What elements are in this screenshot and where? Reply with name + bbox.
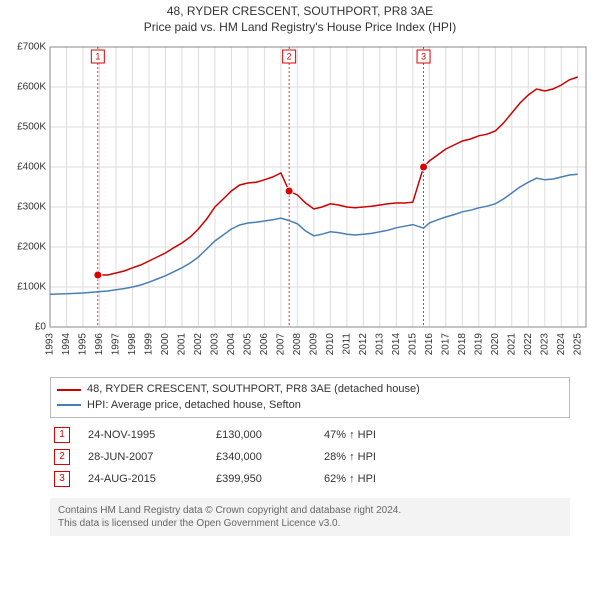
sale-marker-number: 3 [421, 52, 426, 62]
y-tick-label: £100K [17, 282, 46, 293]
y-tick-label: £700K [17, 42, 46, 53]
x-tick-label: 2003 [210, 333, 221, 356]
x-tick-label: 2002 [193, 333, 204, 356]
x-tick-label: 2013 [374, 333, 385, 356]
x-tick-label: 1997 [111, 333, 122, 356]
plot-area: £0 £100K £200K £300K £400K £500K £600K £700K 199… [8, 41, 592, 371]
y-tick-label: £0 [35, 322, 47, 333]
sales-table: 1 24-NOV-1995 £130,000 47% ↑ HPI 2 28-JUN-200… [50, 424, 570, 490]
x-tick-label: 2018 [457, 333, 468, 356]
x-tick-label: 2004 [226, 333, 237, 356]
x-tick-label: 2006 [259, 333, 270, 356]
legend-label: HPI: Average price, detached house, Seft… [87, 398, 301, 413]
footer-line1: Contains HM Land Registry data © Crown c… [58, 504, 562, 517]
x-tick-label: 2022 [523, 333, 534, 356]
legend-swatch [57, 404, 81, 406]
x-tick-label: 1993 [45, 333, 56, 356]
sale-price: £399,950 [216, 473, 306, 485]
x-tick-label: 1999 [144, 333, 155, 356]
sale-row: 1 24-NOV-1995 £130,000 47% ↑ HPI [50, 424, 570, 446]
sale-marker-dot [420, 163, 428, 171]
sale-row: 2 28-JUN-2007 £340,000 28% ↑ HPI [50, 446, 570, 468]
y-tick-label: £600K [17, 82, 46, 93]
sale-delta: 47% ↑ HPI [324, 429, 414, 441]
x-tick-label: 2010 [325, 333, 336, 356]
sale-marker-dot [94, 271, 102, 279]
footer-attribution: Contains HM Land Registry data © Crown c… [50, 498, 570, 536]
sale-date: 24-NOV-1995 [88, 429, 198, 441]
legend-label: 48, RYDER CRESCENT, SOUTHPORT, PR8 3AE (… [87, 382, 420, 397]
x-tick-label: 2005 [243, 333, 254, 356]
chart-title-subtitle: Price paid vs. HM Land Registry's House … [8, 20, 592, 36]
chart-container: 48, RYDER CRESCENT, SOUTHPORT, PR8 3AE P… [0, 0, 600, 536]
x-tick-label: 2009 [309, 333, 320, 356]
y-tick-label: £400K [17, 162, 46, 173]
x-tick-label: 1996 [94, 333, 105, 356]
legend-row: 48, RYDER CRESCENT, SOUTHPORT, PR8 3AE (… [57, 382, 563, 397]
x-tick-label: 2016 [424, 333, 435, 356]
sale-price: £340,000 [216, 451, 306, 463]
x-tick-label: 2007 [276, 333, 287, 356]
chart-title-address: 48, RYDER CRESCENT, SOUTHPORT, PR8 3AE [8, 4, 592, 20]
x-tick-label: 2000 [160, 333, 171, 356]
x-tick-label: 1998 [127, 333, 138, 356]
y-tick-label: £200K [17, 242, 46, 253]
y-tick-label: £500K [17, 122, 46, 133]
x-tick-label: 2019 [473, 333, 484, 356]
x-tick-label: 2020 [490, 333, 501, 356]
x-tick-label: 2017 [440, 333, 451, 356]
x-tick-label: 1994 [61, 333, 72, 356]
x-tick-label: 1995 [78, 333, 89, 356]
series-line [98, 77, 578, 275]
legend-swatch [57, 389, 81, 391]
x-tick-label: 2024 [556, 333, 567, 356]
sale-number-box: 1 [54, 427, 70, 443]
sale-marker-number: 1 [95, 52, 100, 62]
x-tick-label: 2023 [539, 333, 550, 356]
x-tick-label: 2015 [407, 333, 418, 356]
x-tick-label: 2014 [391, 333, 402, 356]
sale-row: 3 24-AUG-2015 £399,950 62% ↑ HPI [50, 468, 570, 490]
y-tick-label: £300K [17, 202, 46, 213]
sale-marker-dot [285, 187, 293, 195]
x-tick-label: 2025 [572, 333, 583, 356]
footer-line2: This data is licensed under the Open Gov… [58, 517, 562, 530]
sale-date: 24-AUG-2015 [88, 473, 198, 485]
sale-delta: 28% ↑ HPI [324, 451, 414, 463]
sale-price: £130,000 [216, 429, 306, 441]
x-tick-label: 2001 [177, 333, 188, 356]
x-tick-label: 2008 [292, 333, 303, 356]
x-tick-label: 2011 [342, 333, 353, 355]
sale-marker-number: 2 [287, 52, 292, 62]
chart-title-block: 48, RYDER CRESCENT, SOUTHPORT, PR8 3AE P… [8, 4, 592, 35]
x-tick-label: 2021 [506, 333, 517, 356]
x-tick-label: 2012 [358, 333, 369, 356]
legend: 48, RYDER CRESCENT, SOUTHPORT, PR8 3AE (… [50, 377, 570, 418]
sale-date: 28-JUN-2007 [88, 451, 198, 463]
legend-row: HPI: Average price, detached house, Seft… [57, 398, 563, 413]
sale-number-box: 3 [54, 471, 70, 487]
sale-number-box: 2 [54, 449, 70, 465]
sale-delta: 62% ↑ HPI [324, 473, 414, 485]
plot-svg: £0 £100K £200K £300K £400K £500K £600K £700K 199… [8, 41, 592, 371]
